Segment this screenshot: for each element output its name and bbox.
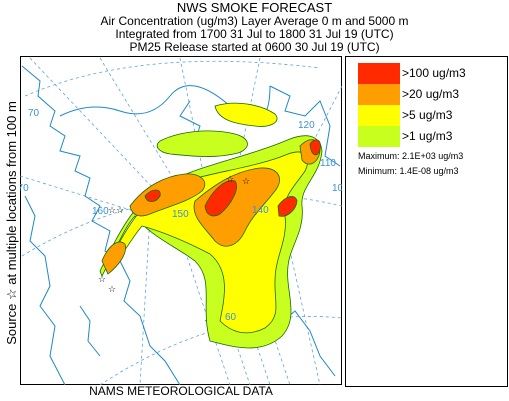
meteorological-data-label: NAMS METEOROLOGICAL DATA — [89, 384, 273, 398]
map-subtitle-integration: Integrated from 1700 31 Jul to 1800 31 J… — [115, 27, 394, 41]
legend-item-gt1: >1 ug/m3 — [358, 126, 498, 147]
graticule-label: 170 — [20, 183, 29, 194]
smoke-map: ☆ ☆ ☆ ☆ ☆ ☆ 170 160 150 140 120 110 100 … — [20, 56, 342, 385]
legend-swatch — [358, 126, 400, 147]
legend-label: >5 ug/m3 — [402, 108, 453, 122]
graticule-label: 70 — [28, 108, 40, 119]
source-height-label: Source ☆ at multiple locations from 100 … — [4, 101, 19, 345]
map-title: NWS SMOKE FORECAST — [176, 0, 333, 15]
source-star-icon: ☆ — [242, 177, 250, 187]
graticule-label: 140 — [252, 205, 269, 216]
legend-item-gt20: >20 ug/m3 — [358, 84, 498, 105]
legend-maximum: Maximum: 2.1E+03 ug/m3 — [358, 151, 464, 161]
source-star-icon: ☆ — [108, 206, 116, 216]
graticule-label: 120 — [298, 120, 315, 131]
legend-label: >1 ug/m3 — [402, 129, 453, 143]
legend-item-gt5: >5 ug/m3 — [358, 105, 498, 126]
legend-swatch — [358, 63, 400, 84]
source-markers: ☆ ☆ ☆ ☆ ☆ ☆ — [98, 175, 250, 295]
smoke-concentration-gt100 — [144, 139, 321, 217]
map-subtitle-release: PM25 Release started at 0600 30 Jul 19 (… — [129, 40, 380, 54]
graticule-labels: 170 160 150 140 120 110 100 70 60 — [20, 108, 342, 323]
source-star-icon: ☆ — [108, 285, 116, 295]
source-star-icon: ☆ — [98, 275, 106, 285]
smoke-concentration-gt20 — [101, 139, 321, 275]
source-star-icon: ☆ — [116, 206, 124, 216]
legend-label: >100 ug/m3 — [402, 66, 466, 80]
legend-label: >20 ug/m3 — [402, 87, 460, 101]
graticule-label: 110 — [320, 158, 336, 169]
legend: >100 ug/m3 >20 ug/m3 >5 ug/m3 >1 ug/m3 M… — [345, 56, 508, 387]
graticule-label: 150 — [172, 209, 189, 220]
legend-swatch — [358, 84, 400, 105]
graticule-label: 100 — [332, 183, 342, 194]
map-subtitle-layer: Air Concentration (ug/m3) Layer Average … — [100, 14, 409, 28]
graticule-label: 160 — [92, 206, 109, 217]
source-star-icon: ☆ — [226, 175, 234, 185]
legend-minimum: Minimum: 1.4E-08 ug/m3 — [358, 166, 459, 176]
legend-item-gt100: >100 ug/m3 — [358, 63, 498, 84]
legend-swatch — [358, 105, 400, 126]
graticule-label: 60 — [225, 312, 237, 323]
